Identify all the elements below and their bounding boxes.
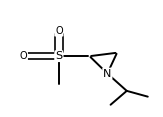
Text: S: S xyxy=(55,51,62,61)
Text: O: O xyxy=(55,26,63,36)
Text: N: N xyxy=(103,69,111,79)
Text: O: O xyxy=(20,51,27,61)
